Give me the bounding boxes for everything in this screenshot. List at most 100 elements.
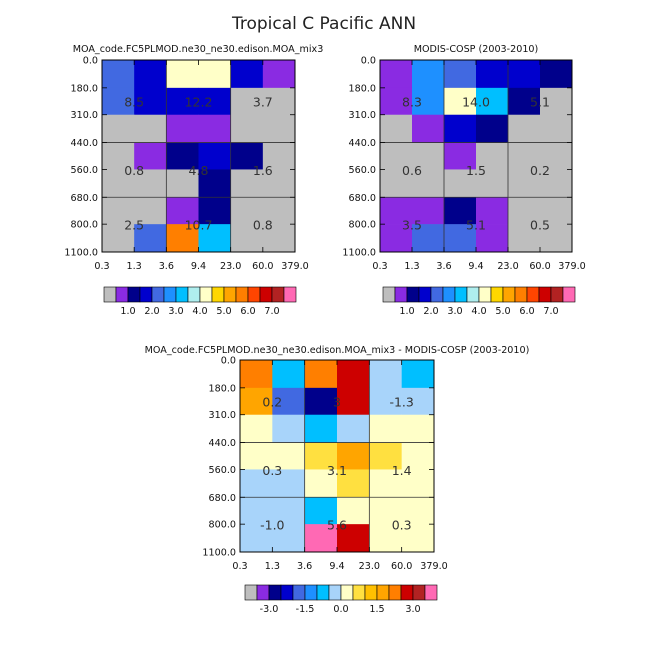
panel-2-cell [380, 169, 413, 198]
colorbar-label: 1.0 [399, 306, 414, 317]
panel-3-cell [401, 524, 435, 553]
panel-3-cell [337, 497, 370, 525]
colorbar-box [280, 584, 294, 601]
panel-1-cell [262, 169, 296, 198]
panel-3-cell [304, 524, 338, 553]
panel-1-cell [134, 60, 167, 89]
panel-3-cell [337, 442, 370, 470]
panel-3-cell [401, 387, 435, 416]
panel-1-cell [166, 169, 199, 198]
y-tick-label: 800.0 [209, 520, 236, 531]
panel-2-cell [476, 114, 509, 143]
colorbar-box [175, 286, 189, 303]
colorbar-box [292, 584, 306, 601]
colorbar-box [502, 286, 516, 303]
panel-1-block-value: 8.5 [124, 94, 144, 109]
panel-2-cell [412, 224, 445, 253]
panel-3-cell [369, 387, 402, 416]
colorbar-box [103, 286, 117, 303]
panel-1-cell [230, 197, 264, 225]
colorbar-label: 6.0 [240, 306, 255, 317]
panel-1-cell [102, 114, 135, 143]
colorbar-box [211, 286, 225, 303]
panel-2-block-value: 8.3 [402, 94, 422, 109]
panel-3-block-value: 1.4 [392, 463, 412, 478]
panel-2-block-value: 3.5 [402, 218, 422, 233]
panel-1-cell [166, 224, 199, 253]
panel-2-cell [444, 197, 477, 225]
y-tick-label: 310.0 [71, 110, 98, 121]
panel-3-cell [304, 469, 338, 498]
panel-1-cell [166, 197, 199, 225]
panel-2-block-value: 14.0 [462, 94, 490, 109]
panel-3-cell [337, 387, 370, 416]
panel-3-cell [272, 469, 305, 498]
y-tick-label: 680.0 [71, 193, 98, 204]
panel-2-cell [540, 60, 573, 89]
colorbar-box [163, 286, 177, 303]
panel-1-cell [230, 114, 264, 143]
panel-2-cell [508, 169, 541, 198]
x-tick-label: 23.0 [497, 261, 518, 272]
panel-2-cell [508, 142, 541, 170]
x-tick-label: 0.3 [232, 561, 247, 572]
panel-3-block-value: 3.1 [327, 463, 347, 478]
panel-3-cell [304, 442, 338, 470]
panel-1-block-value: 12.2 [185, 94, 213, 109]
x-tick-label: 0.3 [94, 261, 109, 272]
panel-2-cell [540, 224, 573, 253]
y-tick-label: 0.0 [221, 356, 236, 367]
panel-1-cell [134, 169, 167, 198]
panel-2-cell [380, 60, 413, 89]
panel-2-cell [540, 197, 573, 225]
panel-1-block-value: 4.8 [189, 163, 209, 178]
panel-2-block-value: 5.1 [466, 218, 486, 233]
panel-2-cell [508, 60, 541, 89]
panel-1-cell [230, 224, 264, 253]
panel-1-cell [230, 87, 264, 116]
panel-2-cell [540, 142, 573, 170]
panel-1-block-value: 0.8 [124, 163, 144, 178]
panel-1-cell [198, 197, 231, 225]
x-tick-label: 1.3 [265, 561, 280, 572]
x-tick-label: 379.0 [281, 261, 308, 272]
panel-3-cell [272, 360, 305, 389]
panel-2-cell [476, 60, 509, 89]
colorbar-box [442, 286, 456, 303]
x-tick-label: 60.0 [252, 261, 273, 272]
colorbar-box [340, 584, 354, 601]
colorbar-box [235, 286, 249, 303]
panel-1-cell [230, 169, 264, 198]
colorbar-box [199, 286, 213, 303]
y-tick-label: 800.0 [71, 220, 98, 231]
panel-3-cell [304, 497, 338, 525]
panel-1-cell [198, 142, 231, 170]
panel-3-block-value: 0.3 [392, 518, 412, 533]
colorbar-box [418, 286, 432, 303]
y-tick-label: 180.0 [209, 383, 236, 394]
colorbar-box [412, 584, 426, 601]
panel-1-cell [262, 224, 296, 253]
colorbar-label: -1.5 [296, 604, 315, 615]
panel-3-cell [304, 414, 338, 443]
panel-2-cell [412, 197, 445, 225]
panel-3-cell [369, 442, 402, 470]
panel-1-cell [166, 114, 199, 143]
panel-1-cell [134, 87, 167, 116]
colorbar-label: 1.0 [120, 306, 135, 317]
colorbar-box [562, 286, 576, 303]
colorbar-box [478, 286, 492, 303]
panel-2-cell [412, 142, 445, 170]
panel-1-cell [102, 224, 135, 253]
panel-2-cell [476, 224, 509, 253]
colorbar-box [550, 286, 564, 303]
panel-2-cell [444, 169, 477, 198]
x-tick-label: 60.0 [529, 261, 550, 272]
panel-1-cell [166, 60, 199, 89]
colorbar-label: 2.0 [423, 306, 438, 317]
y-tick-label: 180.0 [71, 83, 98, 94]
panel-2-cell [444, 87, 477, 116]
panel-1-block-value: 0.8 [253, 218, 273, 233]
colorbar-box [187, 286, 201, 303]
panel-3-cell [240, 524, 273, 553]
